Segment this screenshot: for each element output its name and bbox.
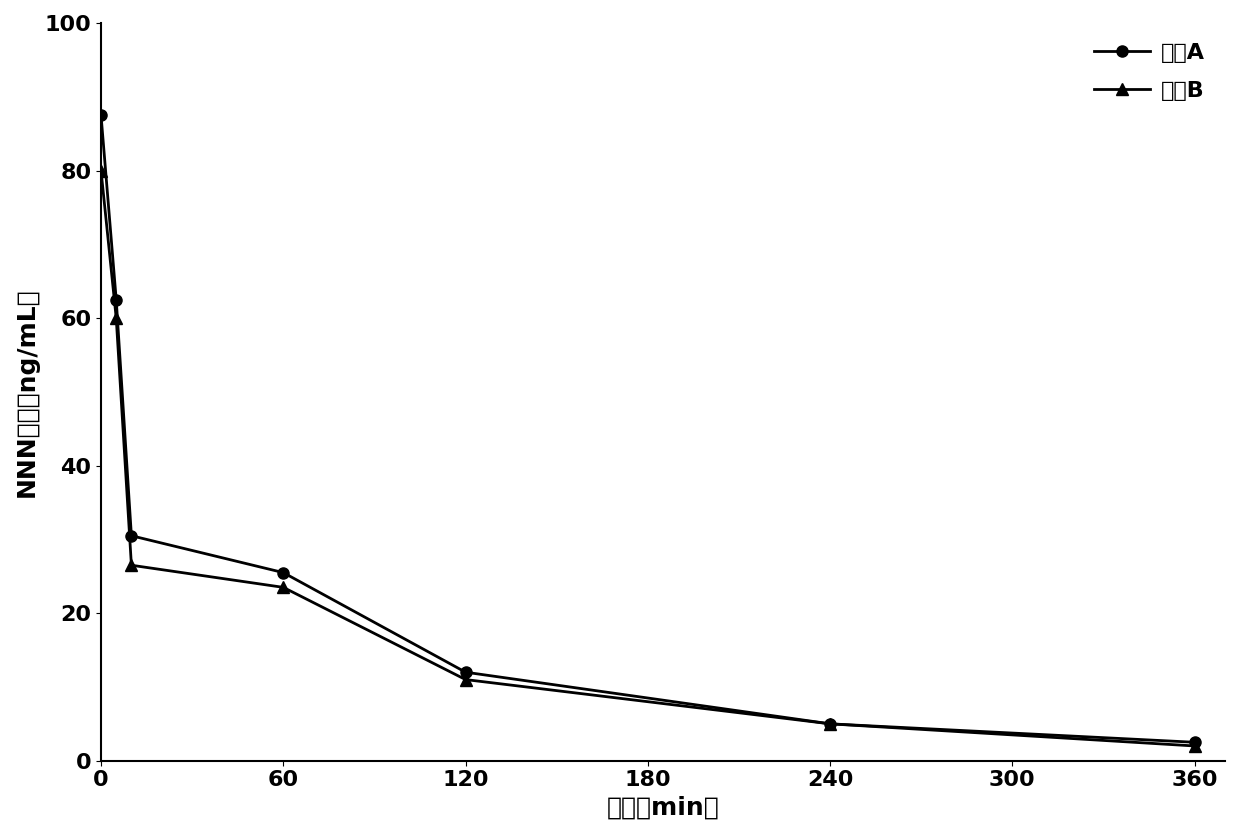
Line: 家兔A: 家兔A bbox=[95, 109, 1200, 748]
家兔B bbox=[458, 675, 472, 685]
家兔B bbox=[124, 560, 139, 570]
家兔B bbox=[822, 719, 837, 729]
家兔B bbox=[109, 313, 124, 323]
Legend: 家兔A, 家兔B: 家兔A, 家兔B bbox=[1085, 34, 1214, 109]
X-axis label: 时间（min）: 时间（min） bbox=[606, 796, 719, 820]
家兔A bbox=[109, 295, 124, 305]
家兔A bbox=[1187, 737, 1202, 747]
家兔A bbox=[93, 110, 108, 120]
家兔A bbox=[275, 568, 290, 578]
Line: 家兔B: 家兔B bbox=[95, 165, 1200, 752]
家兔B bbox=[275, 582, 290, 592]
家兔B bbox=[1187, 741, 1202, 751]
家兔B bbox=[93, 165, 108, 175]
Y-axis label: NNN浓度（ng/mL）: NNN浓度（ng/mL） bbox=[15, 287, 38, 497]
家兔A bbox=[124, 531, 139, 541]
家兔A bbox=[458, 667, 472, 677]
家兔A bbox=[822, 719, 837, 729]
